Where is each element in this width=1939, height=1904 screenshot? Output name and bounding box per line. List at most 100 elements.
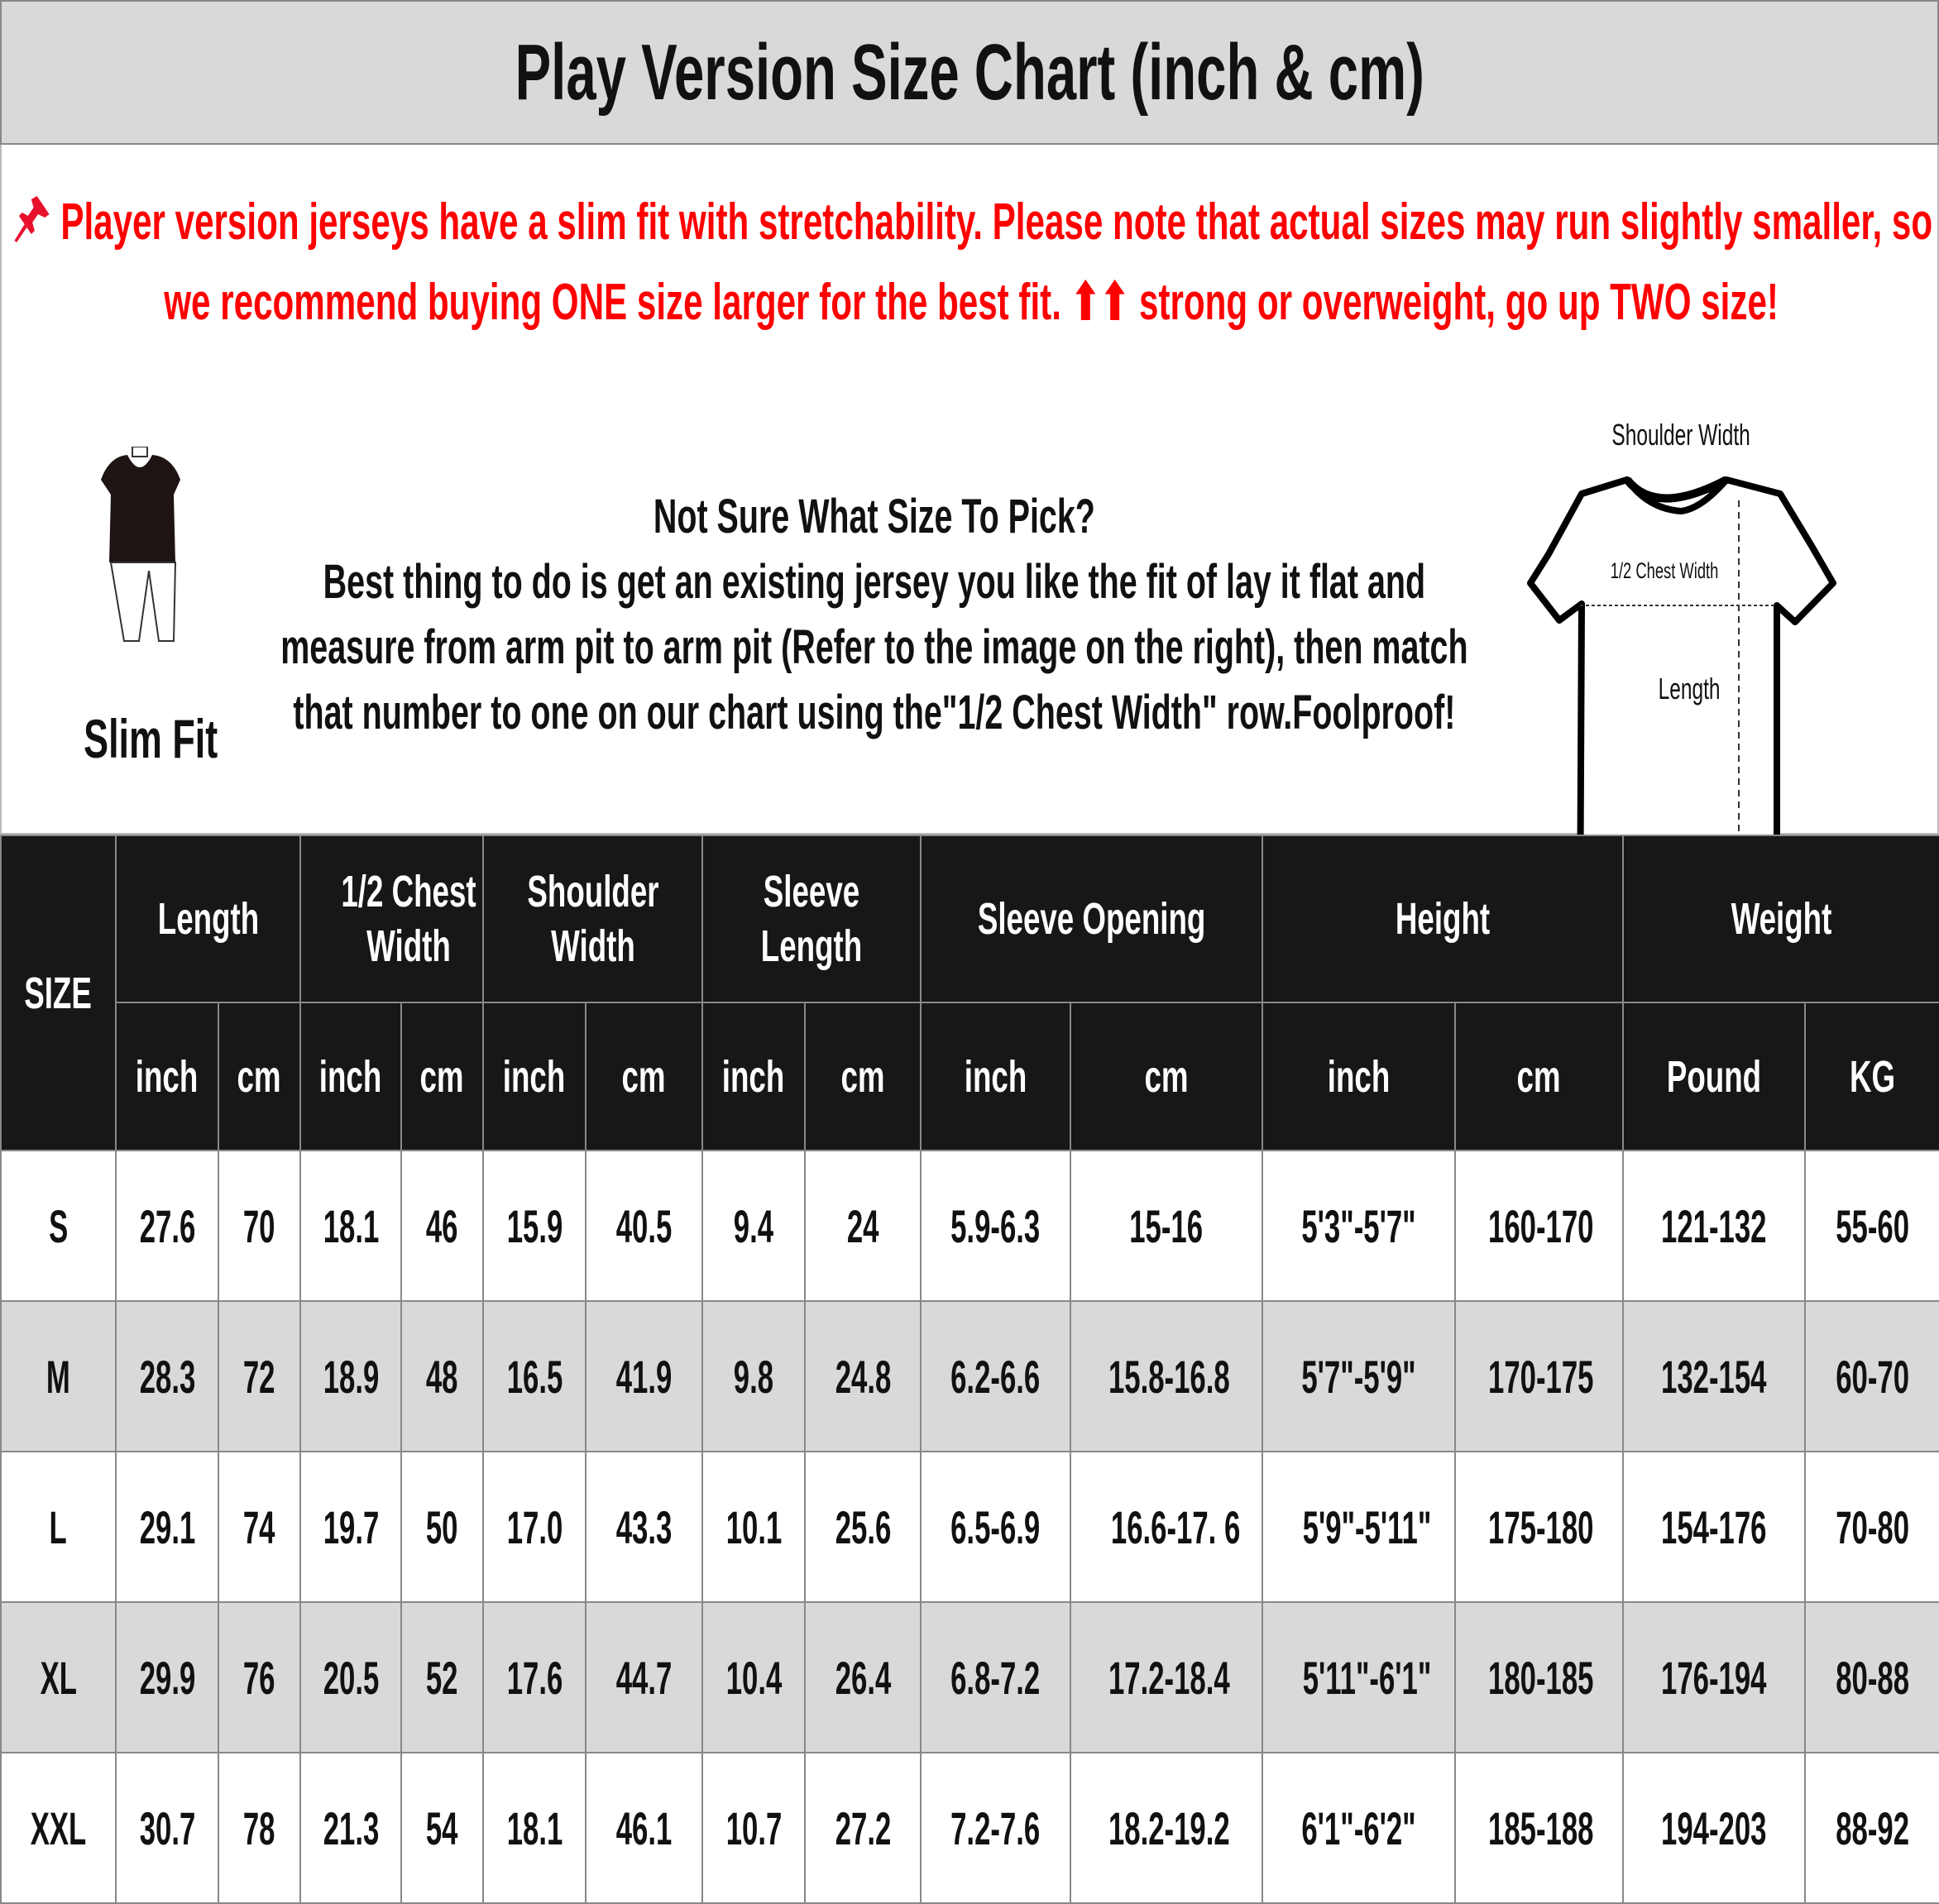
value-cell: 46.1 bbox=[585, 1752, 703, 1904]
info-section: Player version jerseys have a slim fit w… bbox=[0, 145, 1939, 938]
value-cell: 27.6 bbox=[115, 1150, 219, 1302]
value-cell: 154-176 bbox=[1622, 1451, 1807, 1603]
value-cell: 25.6 bbox=[804, 1451, 922, 1603]
size-cell: M bbox=[0, 1300, 117, 1452]
value-cell: 10.7 bbox=[701, 1752, 806, 1904]
value-cell: 28.3 bbox=[115, 1300, 219, 1452]
value-cell: 132-154 bbox=[1622, 1300, 1807, 1452]
value-cell: 5'3"-5'7" bbox=[1262, 1150, 1457, 1302]
column-group-header: Sleeve Opening bbox=[919, 835, 1264, 1003]
unit-header: Pound bbox=[1622, 1002, 1807, 1151]
table-row: M 28.3 72 18.9 48 16.5 41.9 9.8 24.8 6.2-6.6 15.8-… bbox=[0, 1300, 1939, 1452]
value-cell: 19.7 bbox=[299, 1451, 402, 1603]
value-cell: 55-60 bbox=[1804, 1150, 1939, 1302]
value-cell: 40.5 bbox=[585, 1150, 703, 1302]
column-group-header: Sleeve Length bbox=[701, 835, 922, 1003]
value-cell: 18.2-19.2 bbox=[1069, 1752, 1264, 1904]
unit-header: cm bbox=[1454, 1002, 1625, 1151]
value-cell: 78 bbox=[218, 1752, 301, 1904]
chest-width-label: 1/2 Chest Width bbox=[1610, 558, 1719, 583]
value-cell: 180-185 bbox=[1454, 1601, 1625, 1753]
unit-header: inch bbox=[299, 1002, 402, 1151]
pushpin-icon bbox=[14, 196, 50, 242]
size-guide: Not Sure What Size To Pick? Best thing t… bbox=[275, 484, 1474, 745]
unit-header: cm bbox=[400, 1002, 484, 1151]
value-cell: 76 bbox=[218, 1601, 301, 1753]
value-cell: 54 bbox=[400, 1752, 484, 1904]
value-cell: 29.9 bbox=[115, 1601, 219, 1753]
value-cell: 20.5 bbox=[299, 1601, 402, 1753]
size-chart-table: SIZE Length 1/2 Chest Width Shoulder Width S… bbox=[0, 835, 1939, 1904]
value-cell: 44.7 bbox=[585, 1601, 703, 1753]
value-cell: 80-88 bbox=[1804, 1601, 1939, 1753]
value-cell: 17.0 bbox=[482, 1451, 586, 1603]
table-row: S 27.6 70 18.1 46 15.9 40.5 9.4 24 5.9-6.3 15-16 5'… bbox=[0, 1150, 1939, 1302]
size-header: SIZE bbox=[0, 835, 117, 1151]
guide-heading: Not Sure What Size To Pick? bbox=[653, 490, 1095, 543]
value-cell: 26.4 bbox=[804, 1601, 922, 1753]
value-cell: 5.9-6.3 bbox=[920, 1150, 1071, 1302]
value-cell: 6.5-6.9 bbox=[920, 1451, 1071, 1603]
value-cell: 6'1"-6'2" bbox=[1262, 1752, 1457, 1904]
value-cell: 60-70 bbox=[1804, 1300, 1939, 1452]
value-cell: 160-170 bbox=[1454, 1150, 1625, 1302]
value-cell: 6.8-7.2 bbox=[920, 1601, 1071, 1753]
unit-header: inch bbox=[1262, 1002, 1457, 1151]
table-row: XL 29.9 76 20.5 52 17.6 44.7 10.4 26.4 6.8-7.2 17.… bbox=[0, 1601, 1939, 1753]
shoulder-width-label: Shoulder Width bbox=[1611, 418, 1750, 452]
column-group-header: Height bbox=[1262, 835, 1625, 1003]
fit-label: Slim Fit bbox=[83, 708, 218, 769]
unit-header: inch bbox=[701, 1002, 806, 1151]
value-cell: 16.5 bbox=[482, 1300, 586, 1452]
column-group-header: Length bbox=[115, 835, 301, 1003]
guide-body: Best thing to do is get an existing jers… bbox=[280, 555, 1468, 739]
value-cell: 9.4 bbox=[701, 1150, 806, 1302]
value-cell: 5'9"-5'11" bbox=[1262, 1451, 1457, 1603]
value-cell: 185-188 bbox=[1454, 1752, 1625, 1904]
value-cell: 50 bbox=[400, 1451, 484, 1603]
unit-header: inch bbox=[920, 1002, 1071, 1151]
column-group-header: Shoulder Width bbox=[482, 835, 703, 1003]
value-cell: 17.6 bbox=[482, 1601, 586, 1753]
value-cell: 70 bbox=[218, 1150, 301, 1302]
size-cell: L bbox=[0, 1451, 117, 1603]
value-cell: 72 bbox=[218, 1300, 301, 1452]
value-cell: 15-16 bbox=[1069, 1150, 1264, 1302]
value-cell: 176-194 bbox=[1622, 1601, 1807, 1753]
page-title: Play Version Size Chart (inch & cm) bbox=[0, 0, 1939, 145]
size-cell: S bbox=[0, 1150, 117, 1302]
fit-note: Player version jerseys have a slim fit w… bbox=[10, 182, 1932, 342]
unit-header: KG bbox=[1804, 1002, 1939, 1151]
value-cell: 7.2-7.6 bbox=[920, 1752, 1071, 1904]
value-cell: 10.1 bbox=[701, 1451, 806, 1603]
value-cell: 48 bbox=[400, 1300, 484, 1452]
value-cell: 18.1 bbox=[482, 1752, 586, 1904]
unit-header: cm bbox=[1069, 1002, 1264, 1151]
slim-fit-figure bbox=[101, 447, 180, 642]
value-cell: 74 bbox=[218, 1451, 301, 1603]
unit-header: cm bbox=[218, 1002, 301, 1151]
value-cell: 10.4 bbox=[701, 1601, 806, 1753]
value-cell: 6.2-6.6 bbox=[920, 1300, 1071, 1452]
value-cell: 5'11"-6'1" bbox=[1262, 1601, 1457, 1753]
value-cell: 170-175 bbox=[1454, 1300, 1625, 1452]
size-cell: XL bbox=[0, 1601, 117, 1753]
table-row: L 29.1 74 19.7 50 17.0 43.3 10.1 25.6 6.5-6.9 16.6… bbox=[0, 1451, 1939, 1603]
value-cell: 27.2 bbox=[804, 1752, 922, 1904]
value-cell: 88-92 bbox=[1804, 1752, 1939, 1904]
value-cell: 43.3 bbox=[585, 1451, 703, 1603]
value-cell: 46 bbox=[400, 1150, 484, 1302]
value-cell: 29.1 bbox=[115, 1451, 219, 1603]
value-cell: 70-80 bbox=[1804, 1451, 1939, 1603]
value-cell: 9.8 bbox=[701, 1300, 806, 1452]
value-cell: 24.8 bbox=[804, 1300, 922, 1452]
column-group-header: Weight bbox=[1622, 835, 1939, 1003]
value-cell: 17.2-18.4 bbox=[1069, 1601, 1264, 1753]
value-cell: 5'7"-5'9" bbox=[1262, 1300, 1457, 1452]
length-label: Length bbox=[1658, 672, 1721, 706]
column-group-header: 1/2 Chest Width bbox=[299, 835, 484, 1003]
unit-header: cm bbox=[585, 1002, 703, 1151]
unit-header: cm bbox=[804, 1002, 922, 1151]
value-cell: 16.6-17. 6 bbox=[1069, 1451, 1264, 1603]
value-cell: 175-180 bbox=[1454, 1451, 1625, 1603]
